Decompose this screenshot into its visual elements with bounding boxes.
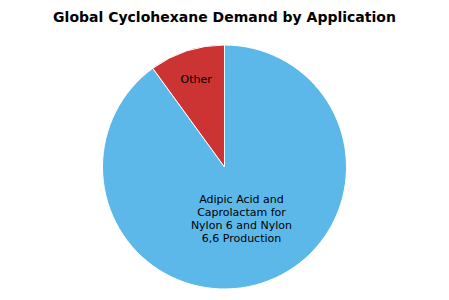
slice-label: Adipic Acid andCaprolactam forNylon 6 an… (191, 193, 292, 245)
slice-label-line: Caprolactam for (197, 206, 286, 219)
chart-svg: Global Cyclohexane Demand by Application… (0, 0, 449, 300)
chart-title: Global Cyclohexane Demand by Application (53, 9, 396, 25)
slice-label: Other (181, 73, 213, 86)
slice-label-line: Nylon 6 and Nylon (191, 219, 292, 232)
pie-group (102, 45, 346, 289)
pie-slice (153, 45, 225, 167)
chart-container: Global Cyclohexane Demand by Application… (0, 0, 449, 300)
slice-label-line: Adipic Acid and (199, 193, 284, 206)
slice-label-line: 6,6 Production (202, 232, 282, 245)
label-group: Adipic Acid andCaprolactam forNylon 6 an… (181, 73, 292, 245)
pie-slice (102, 45, 346, 289)
slice-label-line: Other (181, 73, 213, 86)
